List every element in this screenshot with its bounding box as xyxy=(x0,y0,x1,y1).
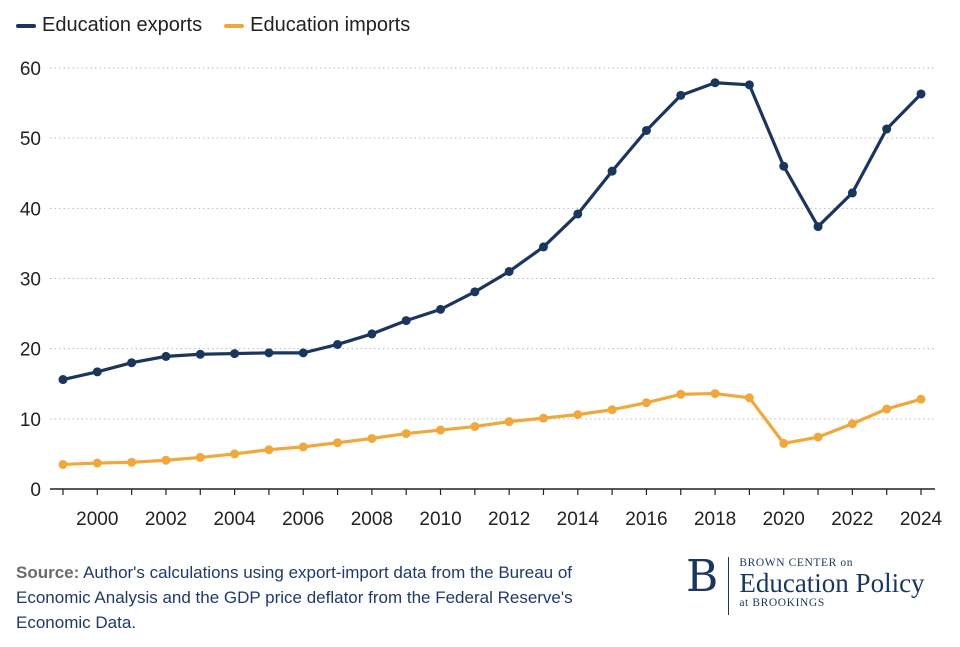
data-point-exports xyxy=(813,222,823,232)
data-point-exports xyxy=(641,125,651,135)
data-point-exports xyxy=(573,209,583,219)
data-point-imports xyxy=(195,452,205,462)
series-line-exports xyxy=(61,81,923,382)
source-label: Source: xyxy=(16,563,80,582)
series-line-imports xyxy=(61,391,923,467)
data-point-imports xyxy=(882,404,892,414)
data-point-imports xyxy=(813,432,823,442)
data-point-exports xyxy=(504,266,514,276)
data-point-imports xyxy=(92,458,102,468)
y-tick-label: 50 xyxy=(20,129,41,150)
data-point-exports xyxy=(161,351,171,361)
x-tick-label: 2016 xyxy=(625,509,667,530)
y-tick-label: 60 xyxy=(20,59,41,80)
data-point-imports xyxy=(367,433,377,443)
x-tick-label: 2004 xyxy=(213,509,256,530)
data-point-imports xyxy=(127,457,137,467)
y-tick-label: 30 xyxy=(20,270,41,291)
data-point-imports xyxy=(230,449,240,459)
data-point-exports xyxy=(401,316,411,326)
data-point-exports xyxy=(436,304,446,314)
data-point-exports xyxy=(58,375,68,385)
data-point-imports xyxy=(916,394,926,404)
data-point-imports xyxy=(333,438,343,448)
x-tick-label: 2010 xyxy=(419,509,461,530)
data-point-imports xyxy=(710,389,720,399)
x-tick-label: 2024 xyxy=(900,509,943,530)
x-tick-label: 2012 xyxy=(488,509,530,530)
logo-top-line: BROWN CENTER on xyxy=(739,557,854,569)
brookings-logo: B BROWN CENTER on Education Policy at BR… xyxy=(686,553,925,615)
data-point-exports xyxy=(882,124,892,134)
data-point-exports xyxy=(367,329,377,339)
line-chart: 0 10 20 30 40 50 60 2000 2002 2004 2006 2008 2010 201… xyxy=(20,59,943,530)
data-point-imports xyxy=(538,413,548,423)
data-point-exports xyxy=(676,90,686,100)
y-tick-label: 0 xyxy=(30,480,41,501)
data-point-exports xyxy=(92,367,102,377)
x-tick-label: 2014 xyxy=(557,509,600,530)
y-tick-label: 20 xyxy=(20,340,41,361)
source-note: Source: Author's calculations using expo… xyxy=(16,560,636,635)
data-point-imports xyxy=(264,445,274,455)
data-point-exports xyxy=(195,349,205,359)
logo-letter: B xyxy=(686,551,719,602)
data-point-imports xyxy=(298,442,308,452)
chart-legend: Education exports Education imports xyxy=(16,14,410,37)
x-tick-label: 2020 xyxy=(763,509,805,530)
data-point-exports xyxy=(710,78,720,88)
data-point-imports xyxy=(847,419,857,429)
data-point-exports xyxy=(916,89,926,99)
data-point-imports xyxy=(744,393,754,403)
logo-bottom-line: at BROOKINGS xyxy=(739,597,825,609)
data-point-imports xyxy=(161,455,171,465)
legend-swatch-exports xyxy=(16,23,36,28)
data-point-imports xyxy=(470,422,480,432)
data-point-exports xyxy=(744,80,754,90)
y-tick-label: 40 xyxy=(20,199,41,220)
x-tick-label: 2006 xyxy=(282,509,324,530)
x-tick-label: 2022 xyxy=(831,509,873,530)
data-point-exports xyxy=(779,161,789,171)
x-tick-label: 2008 xyxy=(351,509,393,530)
data-point-imports xyxy=(504,417,514,427)
x-tick-label: 2000 xyxy=(76,509,118,530)
data-point-exports xyxy=(538,242,548,252)
data-point-exports xyxy=(264,348,274,358)
data-point-imports xyxy=(779,438,789,448)
data-point-exports xyxy=(127,358,137,368)
data-point-exports xyxy=(333,339,343,349)
data-point-imports xyxy=(401,429,411,439)
data-point-imports xyxy=(58,459,68,469)
data-point-exports xyxy=(230,349,240,359)
x-tick-label: 2002 xyxy=(145,509,187,530)
legend-swatch-imports xyxy=(224,23,245,28)
data-point-exports xyxy=(847,188,857,198)
x-tick-label: 2018 xyxy=(694,509,736,530)
data-point-exports xyxy=(607,166,617,176)
legend-label-exports: Education exports xyxy=(42,14,203,36)
legend-label-imports: Education imports xyxy=(250,14,411,36)
data-point-exports xyxy=(298,348,308,358)
logo-divider xyxy=(728,557,730,615)
data-point-exports xyxy=(470,287,480,297)
y-tick-label: 10 xyxy=(20,410,41,431)
data-point-imports xyxy=(436,425,446,435)
data-point-imports xyxy=(573,410,583,420)
legend-item-exports: Education exports xyxy=(16,14,202,37)
data-point-imports xyxy=(676,389,686,399)
logo-main-line: Education Policy xyxy=(739,568,925,598)
source-text: Author's calculations using export-impor… xyxy=(16,563,573,632)
data-point-imports xyxy=(607,405,617,415)
data-point-imports xyxy=(641,398,651,408)
logo-wordmark: BROWN CENTER on Education Policy at BROO… xyxy=(739,553,924,609)
legend-item-imports: Education imports xyxy=(224,14,410,37)
